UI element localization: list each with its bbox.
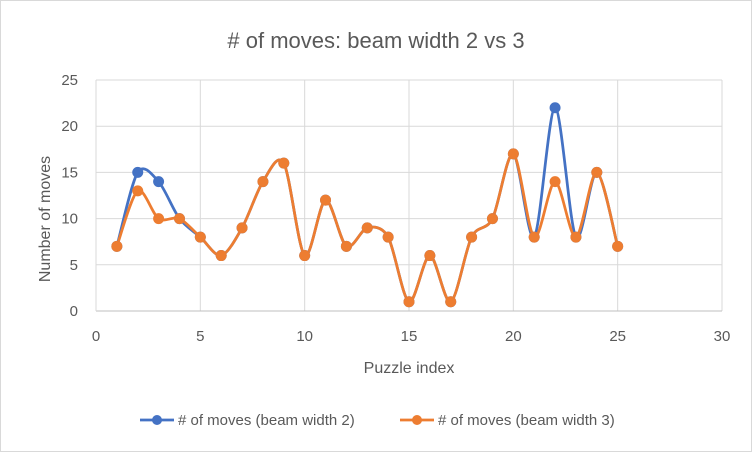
data-point: [111, 240, 123, 252]
data-point: [215, 250, 227, 262]
data-point: [403, 296, 415, 308]
data-point: [528, 231, 540, 243]
legend-marker: [152, 415, 162, 425]
x-tick-label: 30: [714, 328, 731, 345]
data-point: [257, 176, 269, 188]
data-point: [466, 231, 478, 243]
data-point: [173, 213, 185, 225]
legend-marker: [412, 415, 422, 425]
data-point: [486, 213, 498, 225]
data-point: [507, 148, 519, 160]
x-tick-label: 25: [609, 328, 626, 345]
data-point: [445, 296, 457, 308]
legend-label: # of moves (beam width 2): [178, 412, 355, 429]
y-tick-label: 15: [61, 164, 78, 181]
x-tick-label: 20: [505, 328, 522, 345]
data-point: [132, 166, 144, 178]
y-tick-label: 0: [70, 303, 78, 320]
x-axis-title: Puzzle index: [364, 360, 455, 377]
data-point: [549, 102, 561, 114]
data-point: [612, 240, 624, 252]
data-point: [340, 240, 352, 252]
gridlines: [96, 79, 723, 311]
y-tick-label: 5: [70, 257, 78, 274]
legend-label: # of moves (beam width 3): [438, 412, 615, 429]
y-tick-label: 20: [61, 118, 78, 135]
data-point: [320, 194, 332, 206]
data-point: [299, 250, 311, 262]
data-point: [424, 250, 436, 262]
legend-item-2: # of moves (beam width 3): [400, 412, 615, 429]
x-tick-label: 10: [296, 328, 313, 345]
data-point: [236, 222, 248, 234]
legend-item-1: # of moves (beam width 2): [140, 412, 355, 429]
data-point: [570, 231, 582, 243]
x-tick-label: 15: [401, 328, 418, 345]
axes: 0 5 10 15 20 25 0 5 10 15 20 25 30: [61, 72, 730, 345]
data-point: [153, 176, 165, 188]
chart-title: # of moves: beam width 2 vs 3: [227, 28, 524, 53]
data-point: [591, 166, 603, 178]
data-point: [361, 222, 373, 234]
data-point: [153, 213, 165, 225]
legend: # of moves (beam width 2) # of moves (bea…: [140, 412, 615, 429]
series-points: [111, 102, 624, 308]
data-point: [278, 157, 290, 169]
y-tick-label: 25: [61, 72, 78, 89]
data-point: [132, 185, 144, 197]
series-2-points: [111, 148, 624, 308]
data-point: [194, 231, 206, 243]
x-tick-label: 0: [92, 328, 100, 345]
data-point: [382, 231, 394, 243]
x-tick-label: 5: [196, 328, 204, 345]
y-tick-label: 10: [61, 211, 78, 228]
data-point: [549, 176, 561, 188]
y-axis-title: Number of moves: [37, 156, 54, 282]
